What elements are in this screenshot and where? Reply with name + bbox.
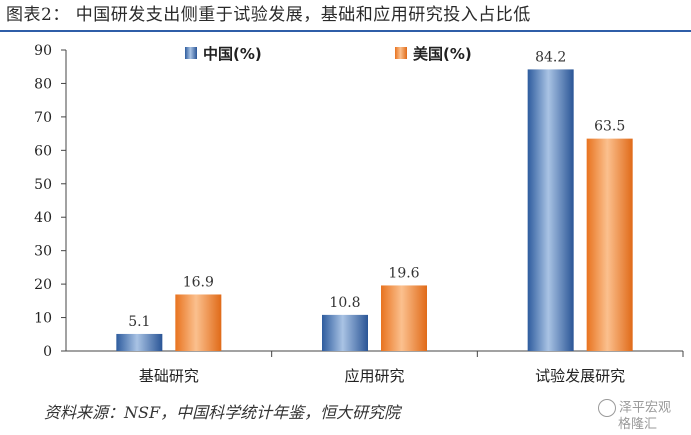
bar-china — [116, 333, 163, 351]
legend-swatch-china — [185, 47, 197, 59]
x-category-label: 试验发展研究 — [535, 367, 625, 385]
y-tick-label: 80 — [34, 76, 52, 92]
bar-china — [527, 69, 574, 352]
y-tick-label: 60 — [34, 143, 52, 159]
watermark-line1: 泽平宏观 — [619, 400, 672, 416]
data-label-china: 10.8 — [329, 295, 360, 311]
y-tick-label: 50 — [34, 177, 52, 193]
data-label-usa: 63.5 — [594, 119, 625, 135]
data-label-china: 5.1 — [128, 314, 150, 330]
watermark-line2: 格隆汇 — [618, 417, 658, 432]
bar-china — [322, 314, 368, 351]
legend-swatch-usa — [395, 47, 407, 59]
y-tick-label: 90 — [34, 43, 52, 59]
y-tick-label: 0 — [43, 344, 52, 360]
bar-usa — [175, 294, 222, 351]
bar-chart: 0 10 20 30 40 50 60 70 80 90 基础研究 5.1 16.9 应用研究 10.8 19… — [34, 43, 684, 385]
data-label-usa: 19.6 — [388, 265, 419, 281]
legend-label-usa: 美国(%) — [413, 45, 472, 63]
y-tick-label: 40 — [34, 210, 52, 226]
title-divider — [0, 30, 691, 32]
y-tick-label: 20 — [34, 277, 52, 293]
wechat-logo-icon — [598, 399, 616, 417]
x-category-label: 应用研究 — [344, 367, 404, 385]
bar-usa — [381, 285, 427, 351]
y-tick-label: 30 — [34, 244, 52, 260]
y-tick-label: 10 — [34, 311, 52, 327]
x-category-label: 基础研究 — [139, 367, 199, 385]
y-tick-label: 70 — [34, 110, 52, 126]
chart-title: 图表2： 中国研发支出侧重于试验发展，基础和应用研究投入占比低 — [6, 5, 531, 25]
watermark: 泽平宏观 格隆汇 — [598, 399, 671, 432]
bar-usa — [586, 138, 633, 351]
data-label-usa: 16.9 — [183, 274, 214, 290]
source-note: 资料来源：NSF，中国科学统计年鉴，恒大研究院 — [44, 403, 401, 422]
data-label-china: 84.2 — [535, 49, 566, 65]
legend-label-china: 中国(%) — [203, 45, 262, 63]
